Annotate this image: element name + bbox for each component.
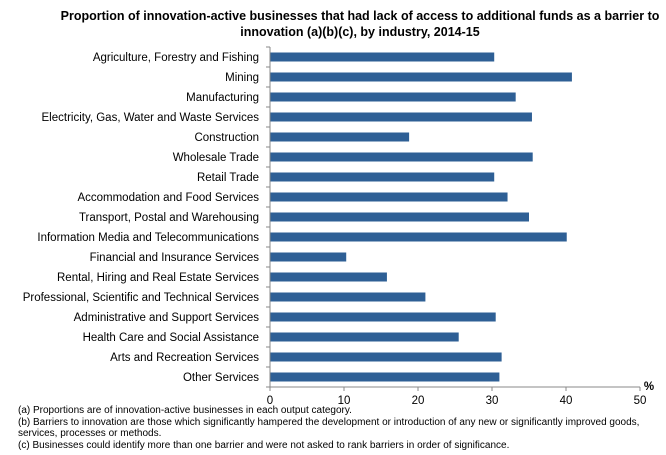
bar bbox=[270, 252, 347, 262]
bar bbox=[270, 332, 459, 342]
bar bbox=[270, 112, 532, 122]
category-label: Manufacturing bbox=[186, 92, 259, 104]
category-label: Construction bbox=[194, 132, 259, 144]
category-label: Information Media and Telecommunications bbox=[37, 232, 259, 244]
category-label: Rental, Hiring and Real Estate Services bbox=[57, 272, 259, 284]
bar bbox=[270, 232, 567, 242]
category-label: Mining bbox=[225, 72, 259, 84]
bar bbox=[270, 92, 516, 102]
category-label: Health Care and Social Assistance bbox=[83, 332, 259, 344]
category-label: Wholesale Trade bbox=[173, 152, 259, 164]
category-label: Arts and Recreation Services bbox=[110, 352, 259, 364]
bar bbox=[270, 212, 529, 222]
x-tick-label: 10 bbox=[338, 395, 351, 407]
category-label: Accommodation and Food Services bbox=[77, 192, 259, 204]
category-label: Retail Trade bbox=[197, 172, 259, 184]
bar bbox=[270, 152, 533, 162]
footnote-a: (a) Proportions are of innovation-active… bbox=[18, 405, 352, 416]
x-tick-label: 20 bbox=[412, 395, 425, 407]
category-label: Transport, Postal and Warehousing bbox=[79, 212, 259, 224]
bar bbox=[270, 172, 495, 182]
category-label: Financial and Insurance Services bbox=[90, 252, 260, 264]
category-label: Administrative and Support Services bbox=[74, 312, 260, 324]
chart-title: Proportion of innovation-active business… bbox=[60, 9, 660, 39]
category-label: Professional, Scientific and Technical S… bbox=[23, 292, 260, 304]
footnote-b: (b) Barriers to innovation are those whi… bbox=[18, 416, 640, 440]
bar bbox=[270, 372, 500, 382]
bar bbox=[270, 52, 495, 62]
x-axis-unit: % bbox=[644, 381, 654, 393]
x-tick-label: 40 bbox=[560, 395, 573, 407]
footnote-c: (c) Businesses could identify more than … bbox=[18, 439, 510, 451]
bar bbox=[270, 352, 502, 362]
category-label: Electricity, Gas, Water and Waste Servic… bbox=[42, 112, 260, 124]
bar bbox=[270, 312, 496, 322]
x-tick-label: 0 bbox=[267, 395, 273, 407]
bar bbox=[270, 192, 508, 202]
category-label: Other Services bbox=[183, 372, 259, 384]
x-tick-label: 30 bbox=[486, 395, 499, 407]
bar bbox=[270, 132, 410, 142]
category-label: Agriculture, Forestry and Fishing bbox=[93, 52, 259, 64]
bar bbox=[270, 272, 387, 282]
bar bbox=[270, 292, 426, 302]
x-tick-label: 50 bbox=[634, 395, 647, 407]
footnotes: (a) Proportions are of innovation-active… bbox=[18, 405, 663, 451]
bar bbox=[270, 72, 572, 82]
